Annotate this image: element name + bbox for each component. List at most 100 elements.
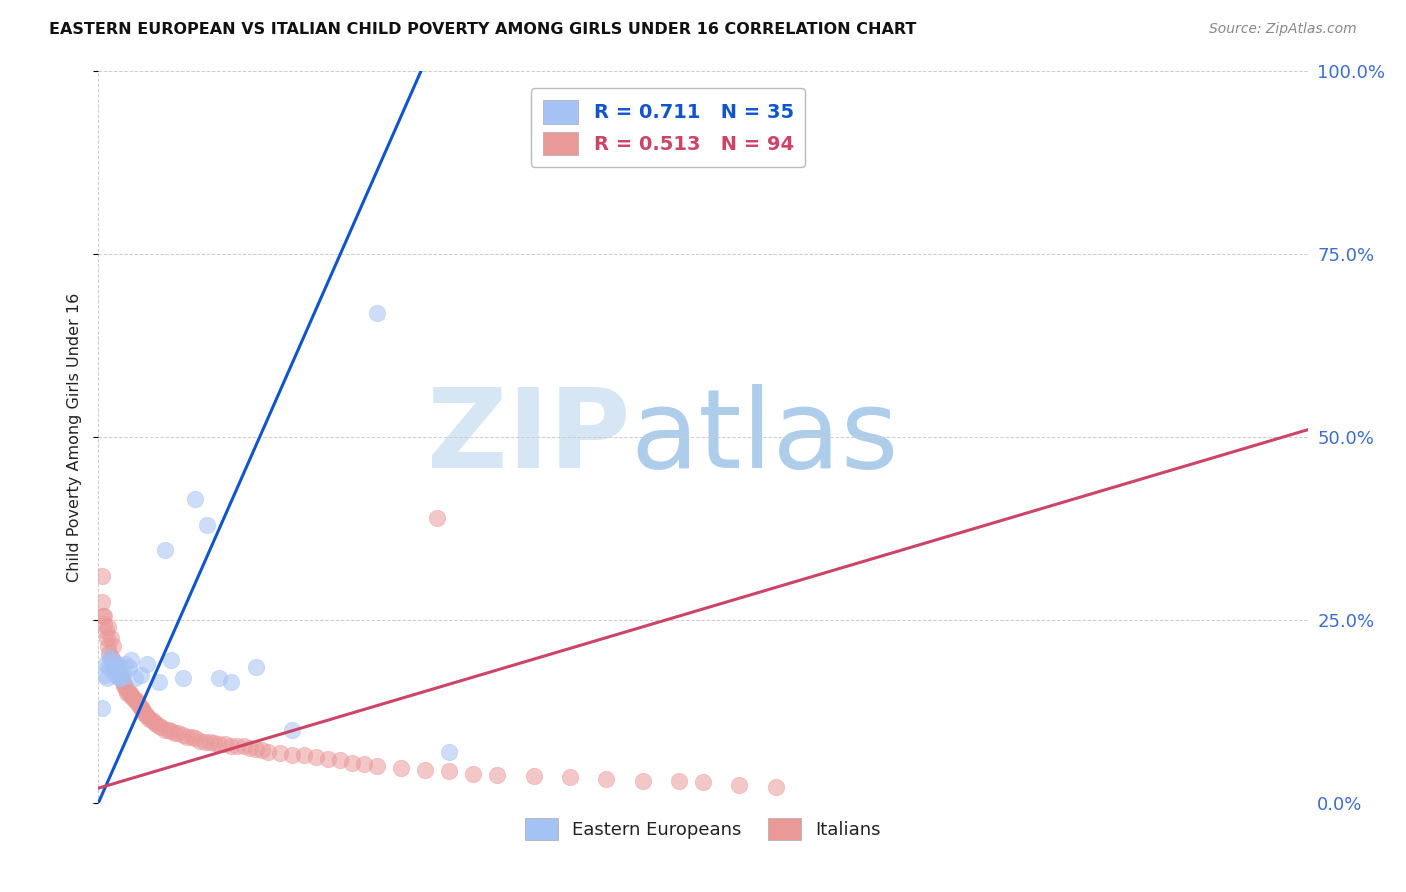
Point <box>121 690 143 704</box>
Point <box>245 742 267 756</box>
Point <box>101 660 124 674</box>
Point <box>204 736 226 750</box>
Point <box>281 748 304 763</box>
Point <box>281 723 304 737</box>
Point <box>135 657 157 671</box>
Point <box>245 660 267 674</box>
Point <box>208 672 231 686</box>
Point <box>463 766 485 780</box>
Point <box>221 739 243 753</box>
Point <box>157 723 180 737</box>
Point <box>269 746 291 760</box>
Point <box>125 693 148 707</box>
Point <box>292 748 315 763</box>
Point <box>129 700 152 714</box>
Point <box>100 660 122 674</box>
Point <box>131 702 153 716</box>
Text: ZIP: ZIP <box>427 384 630 491</box>
Point <box>120 653 142 667</box>
Point <box>114 657 136 671</box>
Point <box>97 639 120 653</box>
Point <box>141 713 163 727</box>
Point <box>148 719 170 733</box>
Point <box>353 757 375 772</box>
Point <box>176 730 198 744</box>
Point <box>91 700 114 714</box>
Point <box>437 764 460 779</box>
Point <box>111 667 134 681</box>
Point <box>97 620 120 634</box>
Point <box>111 675 134 690</box>
Point <box>143 715 166 730</box>
Point <box>184 731 207 746</box>
Point <box>94 657 117 671</box>
Point <box>145 716 167 731</box>
Point <box>305 749 328 764</box>
Point <box>97 660 120 674</box>
Point <box>93 667 115 681</box>
Point <box>93 616 115 631</box>
Point <box>118 686 141 700</box>
Point <box>108 660 131 674</box>
Point <box>153 723 176 737</box>
Text: Source: ZipAtlas.com: Source: ZipAtlas.com <box>1209 22 1357 37</box>
Point <box>413 763 436 777</box>
Point <box>107 667 129 681</box>
Point <box>118 686 141 700</box>
Point <box>127 697 149 711</box>
Point <box>108 667 131 681</box>
Point <box>135 708 157 723</box>
Point <box>595 772 617 786</box>
Point <box>426 510 449 524</box>
Point <box>117 686 139 700</box>
Point <box>115 682 138 697</box>
Point <box>103 664 125 678</box>
Point <box>208 737 231 751</box>
Text: atlas: atlas <box>630 384 898 491</box>
Point <box>198 735 221 749</box>
Point <box>108 667 131 681</box>
Point <box>221 675 243 690</box>
Point <box>160 724 183 739</box>
Point <box>100 653 122 667</box>
Point <box>631 773 654 788</box>
Point <box>96 632 118 646</box>
Point <box>366 759 388 773</box>
Point <box>172 672 194 686</box>
Point <box>256 745 278 759</box>
Point <box>91 594 114 608</box>
Point <box>167 726 190 740</box>
Point <box>250 743 273 757</box>
Point <box>329 753 352 767</box>
Point <box>101 639 124 653</box>
Point <box>523 769 546 783</box>
Point <box>105 657 128 671</box>
Point <box>127 695 149 709</box>
Point <box>160 653 183 667</box>
Point <box>172 728 194 742</box>
Point <box>389 761 412 775</box>
Point <box>153 543 176 558</box>
Point <box>107 664 129 678</box>
Text: EASTERN EUROPEAN VS ITALIAN CHILD POVERTY AMONG GIRLS UNDER 16 CORRELATION CHART: EASTERN EUROPEAN VS ITALIAN CHILD POVERT… <box>49 22 917 37</box>
Point <box>104 667 127 681</box>
Point <box>180 730 202 744</box>
Point <box>134 706 156 720</box>
Point <box>486 768 509 782</box>
Point <box>114 679 136 693</box>
Point <box>101 653 124 667</box>
Point <box>194 735 217 749</box>
Point <box>91 609 114 624</box>
Point <box>232 739 254 754</box>
Point <box>188 733 211 747</box>
Point <box>668 773 690 788</box>
Point <box>184 492 207 507</box>
Point <box>148 675 170 690</box>
Point <box>366 306 388 320</box>
Point <box>112 679 135 693</box>
Point <box>214 737 236 751</box>
Point <box>316 752 339 766</box>
Point <box>195 517 218 532</box>
Point <box>124 693 146 707</box>
Point <box>437 745 460 759</box>
